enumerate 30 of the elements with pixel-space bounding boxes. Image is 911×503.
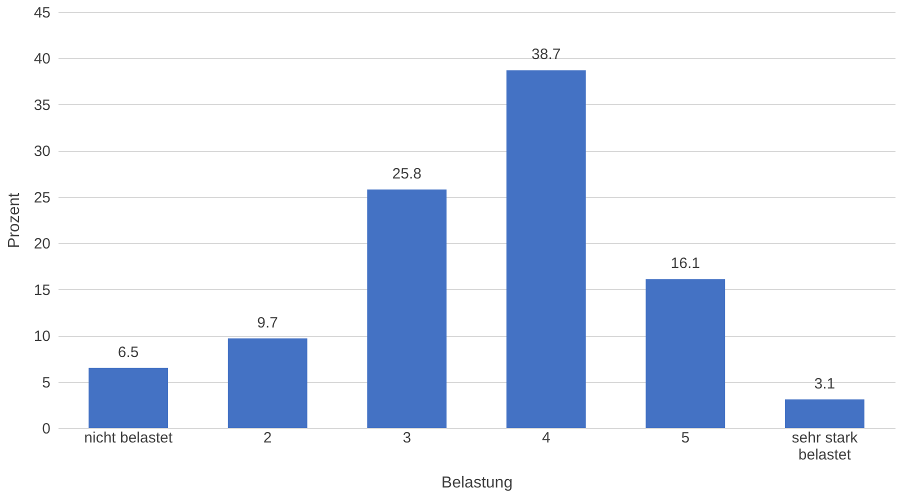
y-tick-label: 25 [34, 189, 50, 206]
y-tick-label: 15 [34, 282, 50, 299]
data-label: 9.7 [257, 314, 278, 332]
y-tick-label: 5 [42, 374, 50, 392]
y-tick-label: 0 [42, 420, 50, 438]
data-label: 3.1 [814, 375, 836, 392]
x-tick-label: 5 [681, 430, 690, 446]
x-tick-label: 3 [402, 430, 412, 446]
x-tick-label: sehr stark belastet [792, 430, 858, 464]
y-axis-title: Prozent [6, 192, 23, 248]
bar [367, 189, 447, 428]
data-label: 6.5 [118, 344, 139, 361]
x-tick-label: 2 [263, 430, 272, 446]
y-tick-label: 30 [34, 143, 50, 160]
bar [88, 368, 168, 428]
data-label: 38.7 [532, 46, 561, 64]
bar [228, 338, 308, 428]
y-tick-label: 10 [34, 328, 50, 346]
bar [646, 279, 726, 428]
x-tick-label: 4 [542, 430, 550, 446]
x-tick-label: nicht belastet [84, 430, 174, 446]
data-label: 25.8 [392, 165, 422, 182]
bar [506, 70, 586, 428]
x-axis-title: Belastung [441, 474, 513, 492]
y-tick-label: 45 [34, 4, 50, 22]
y-tick-label: 35 [34, 96, 50, 114]
data-label: 16.1 [670, 255, 700, 272]
y-tick-label: 20 [34, 236, 50, 253]
y-tick-label: 40 [34, 50, 50, 68]
bar [784, 399, 864, 428]
